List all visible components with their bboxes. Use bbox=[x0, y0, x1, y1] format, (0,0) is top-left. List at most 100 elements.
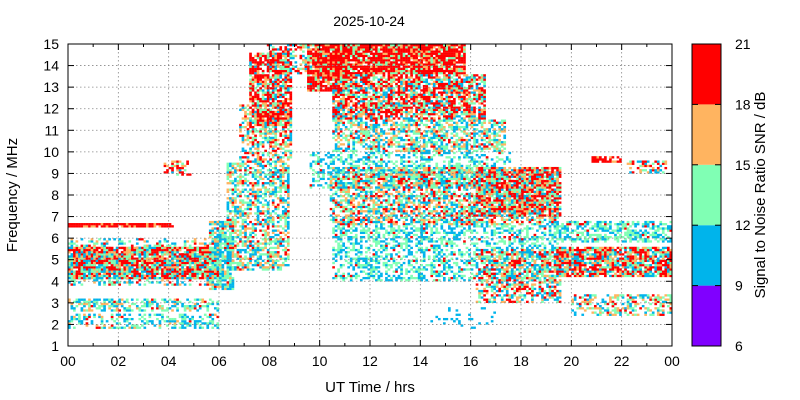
heatmap-cell bbox=[224, 272, 227, 275]
heatmap-cell bbox=[166, 251, 169, 254]
heatmap-cell bbox=[83, 244, 86, 247]
heatmap-cell bbox=[206, 281, 210, 284]
heatmap-cell bbox=[241, 156, 245, 159]
heatmap-cell bbox=[181, 253, 184, 256]
heatmap-cell bbox=[442, 44, 446, 47]
heatmap-cell bbox=[130, 309, 134, 312]
heatmap-cell bbox=[412, 54, 416, 58]
heatmap-cell bbox=[450, 67, 454, 71]
heatmap-cell bbox=[276, 102, 280, 105]
heatmap-cell bbox=[254, 113, 257, 116]
heatmap-cell bbox=[156, 305, 159, 308]
heatmap-cell bbox=[281, 216, 285, 219]
heatmap-cell bbox=[226, 223, 230, 226]
heatmap-cell bbox=[203, 322, 207, 325]
heatmap-cell bbox=[440, 65, 444, 68]
heatmap-cell bbox=[357, 106, 361, 109]
heatmap-cell bbox=[75, 317, 79, 321]
heatmap-cell bbox=[279, 188, 283, 191]
heatmap-cell bbox=[317, 59, 320, 62]
heatmap-cell bbox=[95, 261, 99, 265]
heatmap-cell bbox=[254, 199, 257, 202]
heatmap-cell bbox=[78, 264, 81, 267]
heatmap-cell bbox=[213, 272, 217, 275]
heatmap-cell bbox=[128, 264, 132, 267]
heatmap-cell bbox=[266, 201, 270, 204]
heatmap-cell bbox=[93, 246, 96, 250]
heatmap-cell bbox=[362, 102, 366, 105]
heatmap-cell bbox=[163, 240, 167, 243]
heatmap-cell bbox=[259, 106, 262, 109]
heatmap-cell bbox=[173, 324, 177, 327]
heatmap-cell bbox=[213, 246, 217, 250]
heatmap-cell bbox=[83, 300, 86, 304]
heatmap-cell bbox=[347, 72, 351, 75]
heatmap-cell bbox=[269, 65, 272, 68]
heatmap-cell bbox=[178, 315, 182, 319]
heatmap-cell bbox=[88, 223, 91, 226]
heatmap-cell bbox=[176, 283, 179, 286]
heatmap-cell bbox=[221, 287, 225, 291]
heatmap-cell bbox=[213, 220, 217, 224]
heatmap-cell bbox=[135, 276, 139, 280]
heatmap-cell bbox=[193, 248, 197, 252]
heatmap-cell bbox=[256, 154, 260, 157]
heatmap-cell bbox=[271, 100, 275, 103]
heatmap-cell bbox=[158, 276, 162, 280]
heatmap-cell bbox=[362, 74, 366, 77]
heatmap-cell bbox=[344, 82, 348, 86]
heatmap-cell bbox=[319, 63, 323, 66]
heatmap-cell bbox=[417, 67, 421, 71]
heatmap-cell bbox=[322, 74, 325, 77]
heatmap-cell bbox=[80, 268, 84, 271]
heatmap-cell bbox=[138, 255, 142, 258]
heatmap-cell bbox=[216, 315, 220, 319]
heatmap-cell bbox=[70, 238, 74, 241]
heatmap-cell bbox=[73, 251, 76, 254]
heatmap-cell bbox=[221, 223, 225, 226]
heatmap-cell bbox=[219, 283, 222, 286]
heatmap-cell bbox=[171, 320, 174, 323]
heatmap-cell bbox=[359, 48, 363, 51]
heatmap-cell bbox=[372, 54, 376, 58]
heatmap-cell bbox=[206, 261, 210, 265]
heatmap-cell bbox=[450, 72, 454, 75]
heatmap-cell bbox=[95, 242, 99, 245]
heatmap-cell bbox=[261, 233, 265, 237]
heatmap-cell bbox=[226, 171, 230, 174]
heatmap-cell bbox=[206, 270, 210, 273]
heatmap-cell bbox=[181, 324, 184, 327]
heatmap-cell bbox=[274, 225, 278, 228]
heatmap-cell bbox=[108, 272, 111, 275]
heatmap-cell bbox=[176, 272, 179, 275]
heatmap-cell bbox=[271, 154, 275, 157]
heatmap-cell bbox=[173, 242, 177, 245]
heatmap-cell bbox=[387, 59, 391, 62]
heatmap-cell bbox=[274, 186, 278, 189]
heatmap-cell bbox=[259, 108, 262, 112]
heatmap-cell bbox=[151, 261, 154, 265]
heatmap-cell bbox=[334, 65, 338, 68]
heatmap-cell bbox=[236, 216, 240, 219]
heatmap-cell bbox=[284, 82, 288, 86]
heatmap-cell bbox=[196, 302, 200, 306]
heatmap-cell bbox=[450, 56, 454, 60]
heatmap-cell bbox=[395, 65, 398, 68]
heatmap-cell bbox=[229, 259, 232, 263]
heatmap-cell bbox=[251, 255, 255, 258]
heatmap-cell bbox=[289, 84, 293, 88]
heatmap-cell bbox=[322, 89, 325, 92]
heatmap-cell bbox=[226, 251, 230, 254]
heatmap-cell bbox=[213, 238, 217, 241]
heatmap-cell bbox=[264, 74, 267, 77]
heatmap-cell bbox=[377, 48, 381, 51]
heatmap-cell bbox=[412, 44, 416, 47]
heatmap-cell bbox=[458, 59, 461, 62]
heatmap-cell bbox=[427, 56, 431, 60]
heatmap-cell bbox=[186, 266, 189, 269]
heatmap-cell bbox=[259, 158, 262, 161]
heatmap-cell bbox=[201, 305, 205, 308]
heatmap-cell bbox=[201, 242, 205, 245]
heatmap-cell bbox=[103, 300, 106, 304]
heatmap-cell bbox=[244, 231, 247, 234]
